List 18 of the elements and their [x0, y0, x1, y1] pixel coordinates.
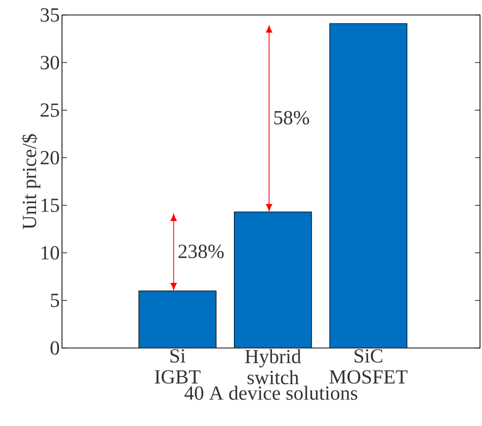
bar [138, 290, 216, 348]
y-tick-label: 0 [50, 341, 60, 355]
y-tick-label: 5 [50, 294, 60, 308]
y-tick-label: 30 [40, 56, 60, 70]
x-tick-label: Si IGBT [154, 349, 200, 384]
y-axis-title: Unit price/$ [22, 134, 40, 230]
x-axis-title: 40 A device solutions [184, 386, 358, 400]
y-tick-label: 35 [40, 8, 60, 22]
y-tick-label: 25 [40, 103, 60, 117]
x-tick-label: SiC MOSFET [329, 349, 408, 384]
bar [234, 212, 312, 348]
y-tick-label: 15 [42, 198, 60, 212]
x-tick-label: Hybrid switch [245, 349, 301, 384]
annotation: 58% [274, 110, 310, 125]
annotation: 238% [178, 244, 224, 258]
y-tick-label: 20 [40, 150, 60, 164]
bar [329, 23, 408, 348]
y-tick-label: 10 [42, 246, 60, 260]
